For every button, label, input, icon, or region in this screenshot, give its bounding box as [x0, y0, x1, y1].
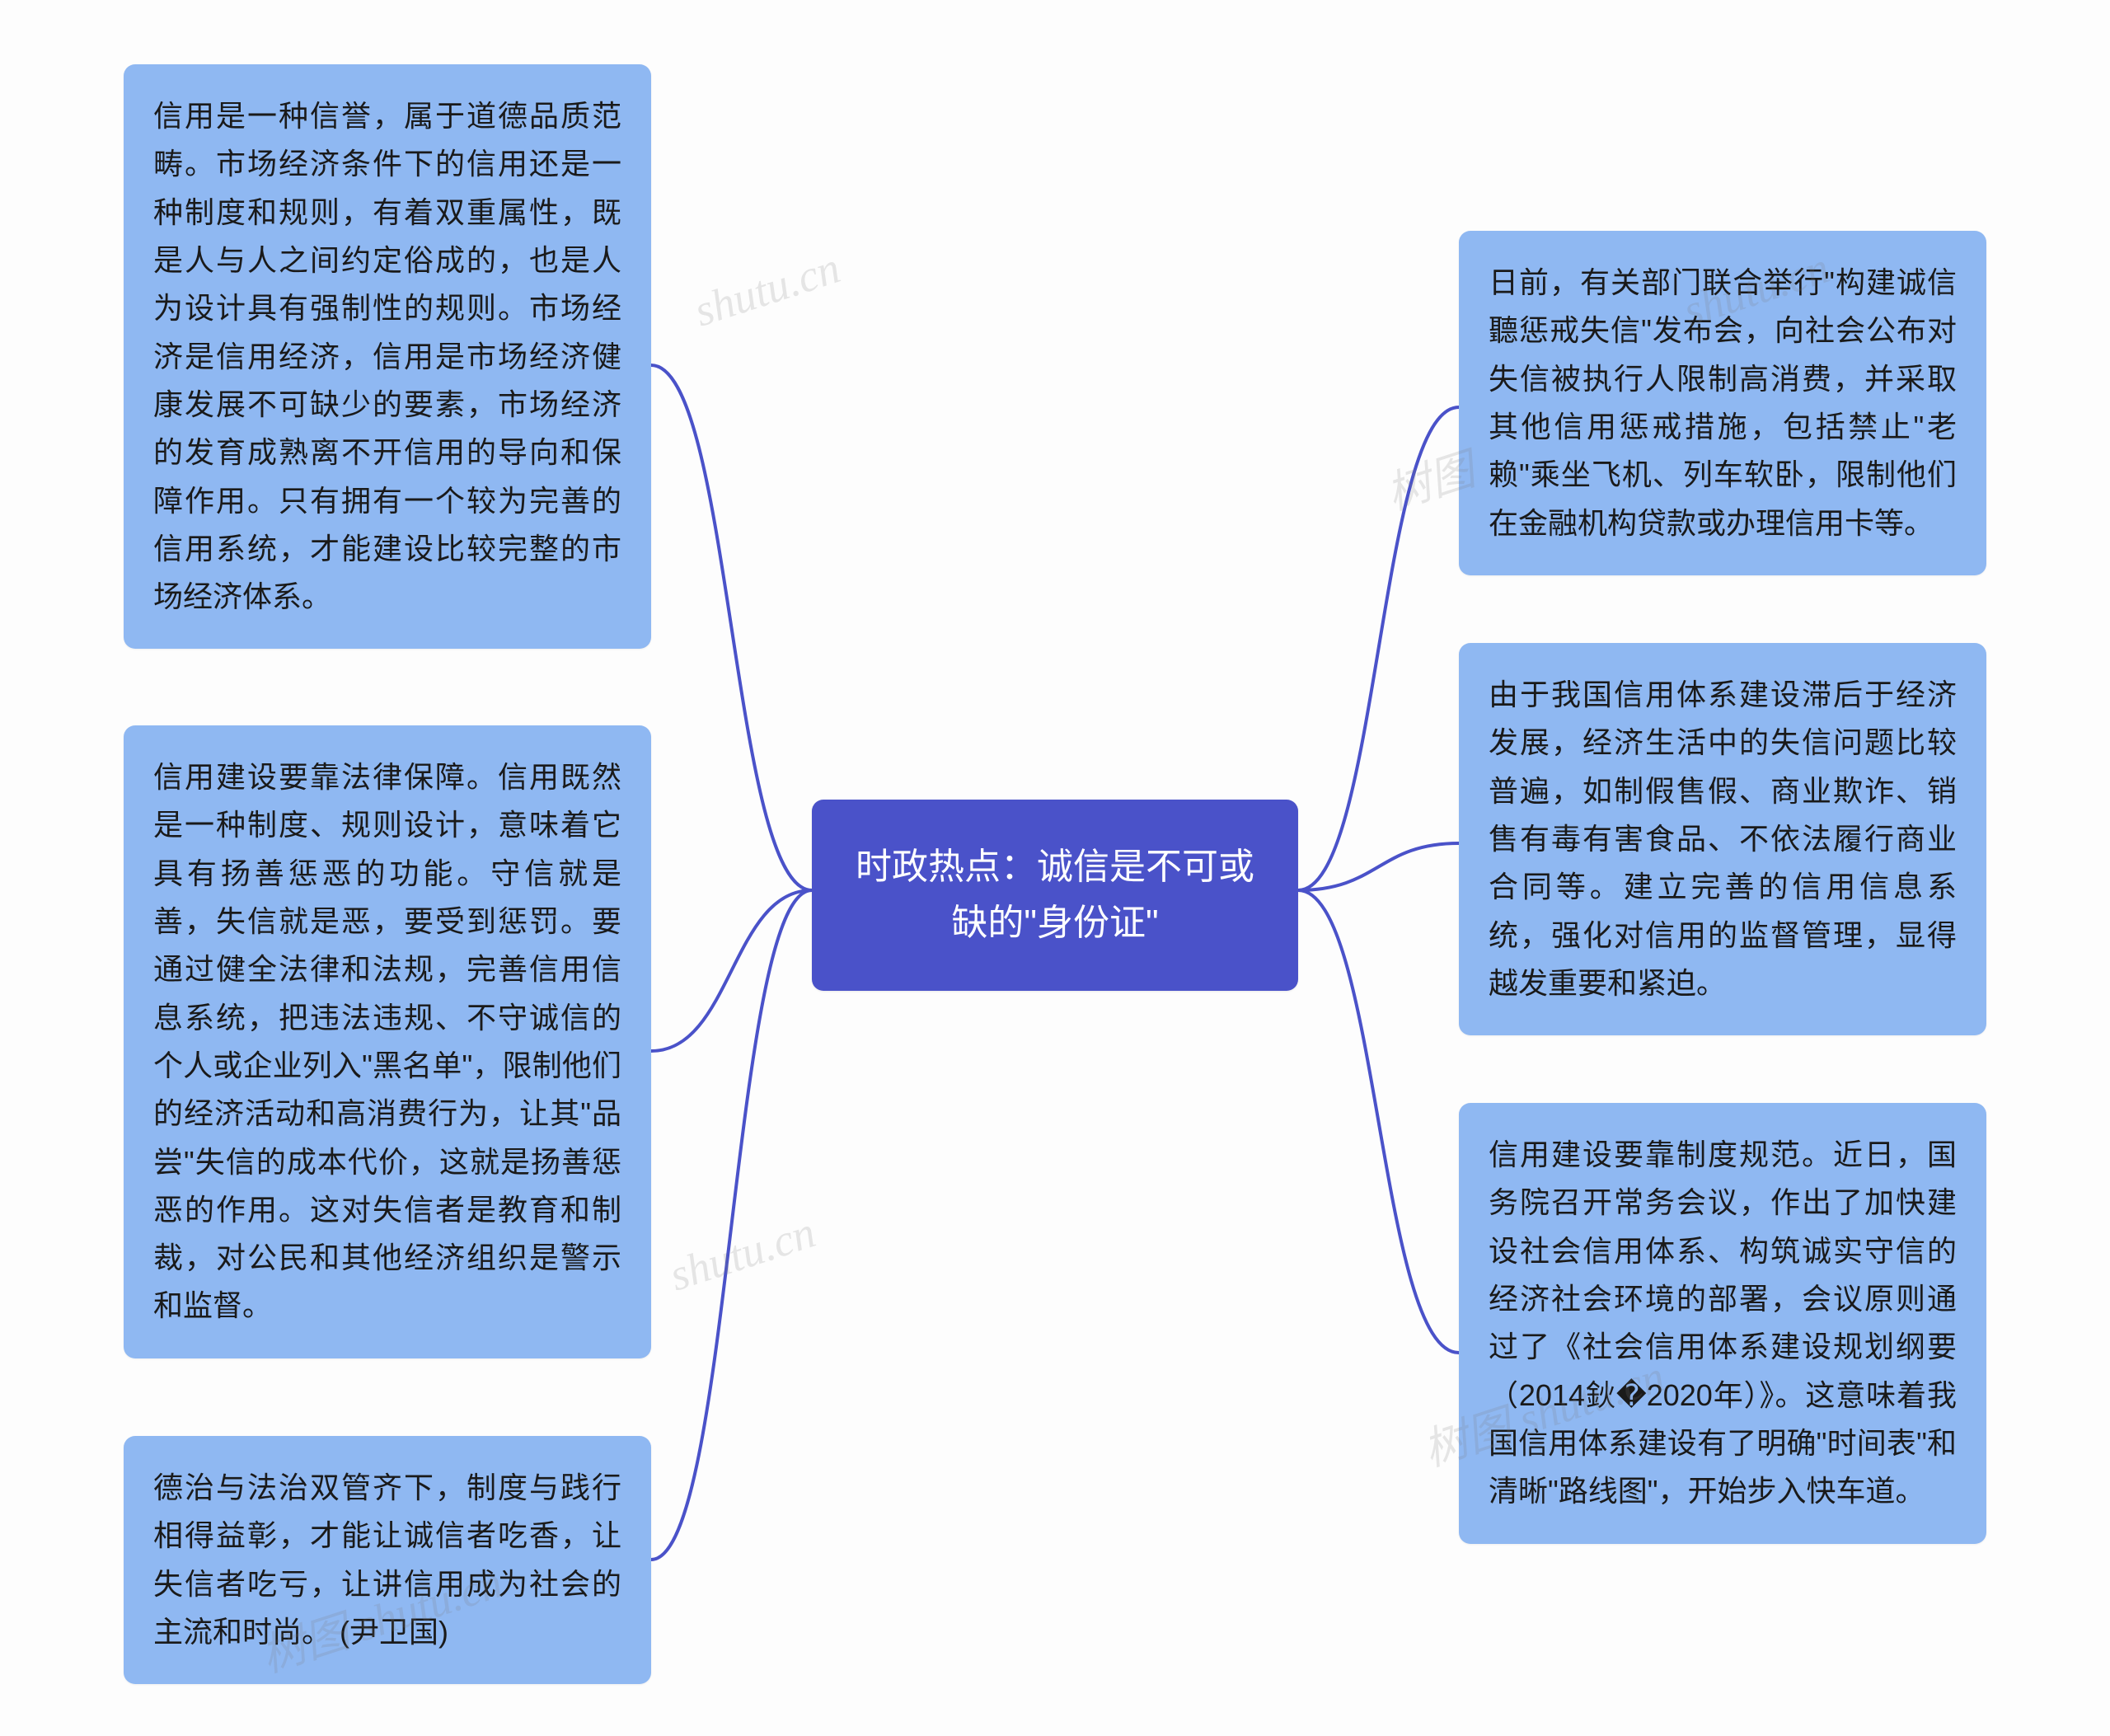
watermark-text: shutu.cn: [688, 242, 846, 336]
left-node-2-text: 信用建设要靠法律保障。信用既然是一种制度、规则设计，意味着它具有扬善惩恶的功能。…: [153, 760, 621, 1322]
center-title: 时政热点：诚信是不可或缺的"身份证": [856, 847, 1254, 943]
left-node-2: 信用建设要靠法律保障。信用既然是一种制度、规则设计，意味着它具有扬善惩恶的功能。…: [124, 725, 651, 1358]
right-node-3: 信用建设要靠制度规范。近日，国务院召开常务会议，作出了加快建设社会信用体系、构筑…: [1459, 1103, 1986, 1544]
left-node-1: 信用是一种信誉，属于道德品质范畴。市场经济条件下的信用还是一种制度和规则，有着双…: [124, 64, 651, 649]
right-node-3-text: 信用建设要靠制度规范。近日，国务院召开常务会议，作出了加快建设社会信用体系、构筑…: [1489, 1138, 1957, 1508]
left-node-3-text: 德治与法治双管齐下，制度与践行相得益彰，才能让诚信者吃香，让失信者吃亏，让讲信用…: [153, 1471, 621, 1649]
right-node-1-text: 日前，有关部门联合举行"构建诚信聽惩戒失信"发布会，向社会公布对失信被执行人限制…: [1489, 265, 1957, 540]
left-node-1-text: 信用是一种信誉，属于道德品质范畴。市场经济条件下的信用还是一种制度和规则，有着双…: [153, 99, 621, 613]
right-node-2-text: 由于我国信用体系建设滞后于经济发展，经济生活中的失信问题比较普遍，如制假售假、商…: [1489, 678, 1957, 1000]
right-node-2: 由于我国信用体系建设滞后于经济发展，经济生活中的失信问题比较普遍，如制假售假、商…: [1459, 643, 1986, 1035]
center-node: 时政热点：诚信是不可或缺的"身份证": [812, 800, 1298, 991]
mindmap-canvas: 时政热点：诚信是不可或缺的"身份证" 信用是一种信誉，属于道德品质范畴。市场经济…: [0, 0, 2110, 1736]
left-node-3: 德治与法治双管齐下，制度与践行相得益彰，才能让诚信者吃香，让失信者吃亏，让讲信用…: [124, 1436, 651, 1684]
watermark-text: shutu.cn: [663, 1206, 822, 1301]
right-node-1: 日前，有关部门联合举行"构建诚信聽惩戒失信"发布会，向社会公布对失信被执行人限制…: [1459, 231, 1986, 575]
